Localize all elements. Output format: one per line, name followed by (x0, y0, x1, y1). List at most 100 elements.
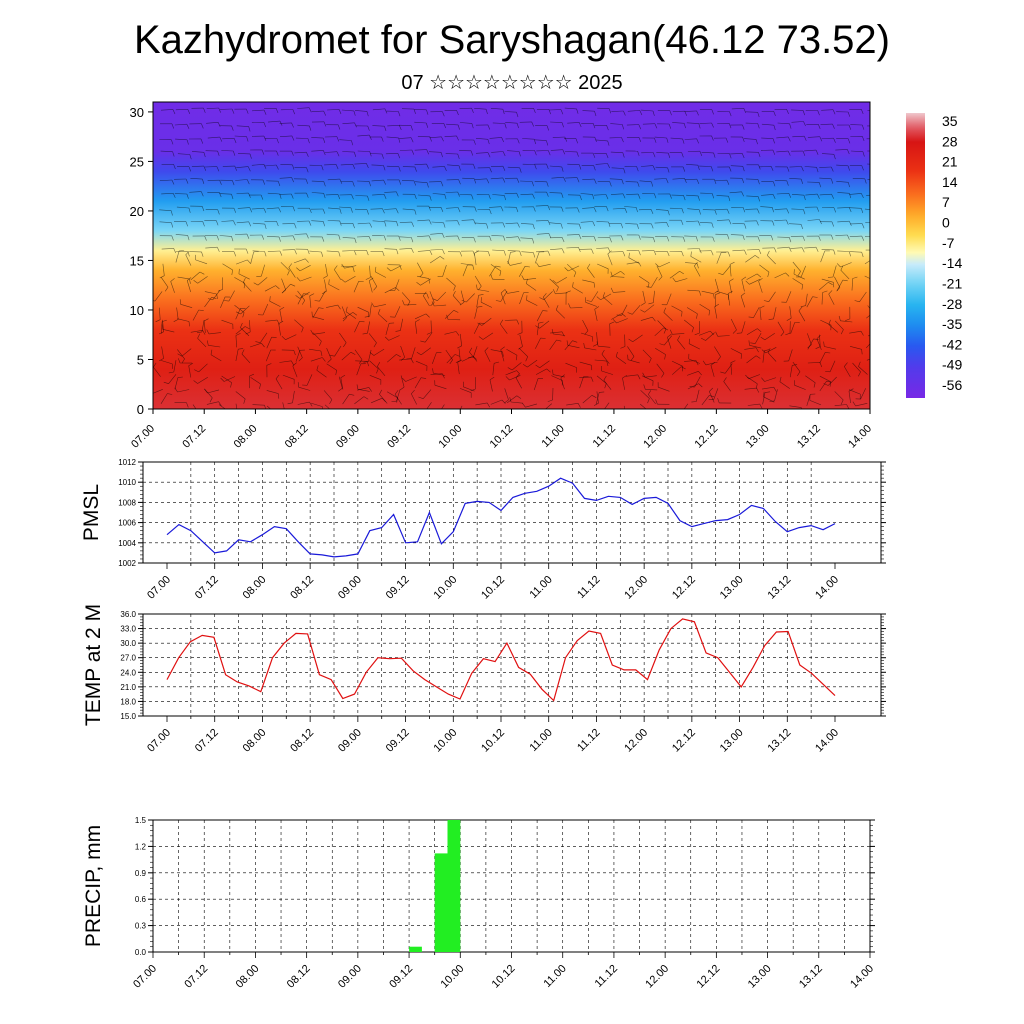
y-tick-label: 10 (130, 303, 144, 318)
x-tick-label: 07.12 (182, 963, 210, 991)
colorbar-label: -14 (942, 255, 962, 271)
x-tick-label: 13.00 (746, 963, 774, 991)
colorbar-ramp (906, 113, 925, 398)
x-tick-label: 13.12 (765, 574, 793, 602)
temp-panel: 15.0 18.0 21.0 24.0 27.0 30.0 33.0 36.0 07.00 07.… (82, 604, 886, 755)
x-tick-label: 10.12 (479, 727, 507, 755)
x-tick-label: 07.00 (129, 423, 157, 451)
y-axis-label: PRECIP, mm (82, 825, 105, 947)
y-tick-label: 1002 (118, 559, 136, 568)
pmsl-panel: 1002 1004 1006 1008 1010 1012 07.00 07.12 08.00 0… (80, 458, 886, 602)
precip-bar (434, 853, 448, 952)
colorbar-label: 7 (942, 194, 950, 210)
x-tick-label: 12.12 (695, 963, 723, 991)
x-tick-label: 12.00 (643, 963, 671, 991)
y-tick-label: 21.0 (120, 683, 136, 692)
x-tick-label: 08.00 (241, 727, 269, 755)
x-tick-label: 09.12 (384, 574, 412, 602)
x-tick-label: 12.12 (693, 423, 721, 451)
y-tick-label: 20 (130, 204, 144, 219)
x-tick-label: 08.12 (288, 727, 316, 755)
colorbar-label: 0 (942, 215, 950, 231)
x-tick-label: 09.00 (336, 727, 364, 755)
x-tick-label: 11.00 (539, 423, 566, 450)
x-tick-label: 11.00 (527, 574, 554, 601)
y-tick-label: 5 (137, 352, 144, 367)
colorbar-label: 28 (942, 133, 958, 149)
precip-panel: 0.0 0.3 0.6 0.9 1.2 1.5 07.00 07.12 08.00 08.12 09… (82, 816, 876, 991)
y-tick-label: 1006 (118, 519, 136, 528)
x-tick-label: 11.12 (593, 963, 620, 990)
x-tick-label: 08.00 (241, 574, 269, 602)
x-tick-label: 13.00 (718, 574, 746, 602)
x-tick-label: 14.00 (846, 423, 874, 451)
x-tick-label: 07.12 (193, 727, 221, 755)
colorbar-label: -35 (942, 316, 962, 332)
y-tick-label: 24.0 (120, 668, 136, 677)
colorbar-label: -28 (942, 296, 962, 312)
y-tick-label: 1012 (118, 458, 136, 467)
y-tick-label: 0.9 (135, 869, 147, 878)
x-tick-label: 12.00 (622, 574, 650, 602)
x-tick-label: 08.12 (283, 423, 311, 451)
colorbar-label: -42 (942, 336, 962, 352)
y-tick-label: 0.6 (135, 895, 147, 904)
y-tick-label: 18.0 (120, 697, 136, 706)
chart-subtitle: 07 ☆☆☆☆☆☆☆☆ 2025 (401, 72, 623, 94)
temperature-heatmap-panel: 0 5 10 15 20 25 30 07.00 07.12 08.00 08.12 09.00 09.… (129, 101, 874, 451)
x-tick-label: 08.00 (234, 963, 262, 991)
y-tick-label: 1.5 (135, 816, 147, 825)
grid (153, 820, 870, 952)
colorbar-label: -7 (942, 235, 955, 251)
x-tick-label: 09.12 (387, 963, 415, 991)
y-tick-label: 30.0 (120, 639, 136, 648)
x-tick-label: 11.00 (541, 963, 568, 990)
y-tick-label: 15 (130, 253, 144, 268)
x-tick-label: 10.00 (431, 727, 459, 755)
y-tick-label: 15.0 (120, 712, 136, 721)
frame (142, 613, 882, 717)
y-tick-label: 1.2 (135, 842, 147, 851)
x-tick-label: 10.12 (488, 423, 516, 451)
y-tick-label: 30 (130, 105, 144, 120)
x-tick-label: 10.12 (490, 963, 518, 991)
x-tick-label: 07.12 (193, 574, 221, 602)
x-tick-label: 10.00 (431, 574, 459, 602)
precip-bar (409, 946, 422, 952)
y-tick-label: 1004 (118, 539, 136, 548)
x-tick-label: 13.00 (744, 423, 772, 451)
x-tick-label: 11.12 (575, 574, 602, 601)
x-tick-label: 11.00 (527, 727, 554, 754)
x-tick-label: 08.12 (285, 963, 313, 991)
x-tick-label: 12.12 (670, 574, 698, 602)
wind-barbs (153, 107, 870, 409)
x-tick-label: 10.12 (479, 574, 507, 602)
x-tick-label: 09.00 (336, 963, 364, 991)
colorbar-label: 14 (942, 174, 958, 190)
x-tick-label: 10.00 (438, 963, 466, 991)
colorbar-label: -56 (942, 377, 962, 393)
precip-bar (447, 820, 461, 952)
y-tick-label: 0 (137, 402, 144, 417)
pmsl-line (166, 477, 836, 558)
x-tick-label: 13.00 (718, 727, 746, 755)
frame (142, 461, 882, 564)
x-tick-label: 09.12 (384, 727, 412, 755)
x-tick-label: 07.00 (131, 963, 159, 991)
x-tick-label: 12.00 (622, 727, 650, 755)
y-axis-label: TEMP at 2 M (82, 604, 105, 726)
x-tick-label: 12.00 (641, 423, 669, 451)
y-tick-label: 1010 (118, 478, 136, 487)
x-tick-label: 14.00 (813, 727, 841, 755)
grid (143, 614, 881, 716)
chart-title: Kazhydromet for Saryshagan(46.12 73.52) (134, 18, 890, 62)
y-tick-label: 33.0 (120, 625, 136, 634)
y-tick-label: 27.0 (120, 654, 136, 663)
x-tick-label: 14.00 (813, 574, 841, 602)
x-tick-label: 08.00 (232, 423, 260, 451)
x-tick-label: 09.00 (336, 574, 364, 602)
y-tick-label: 1008 (118, 498, 136, 507)
x-tick-label: 11.12 (591, 423, 618, 450)
colorbar-label: -21 (942, 275, 962, 291)
